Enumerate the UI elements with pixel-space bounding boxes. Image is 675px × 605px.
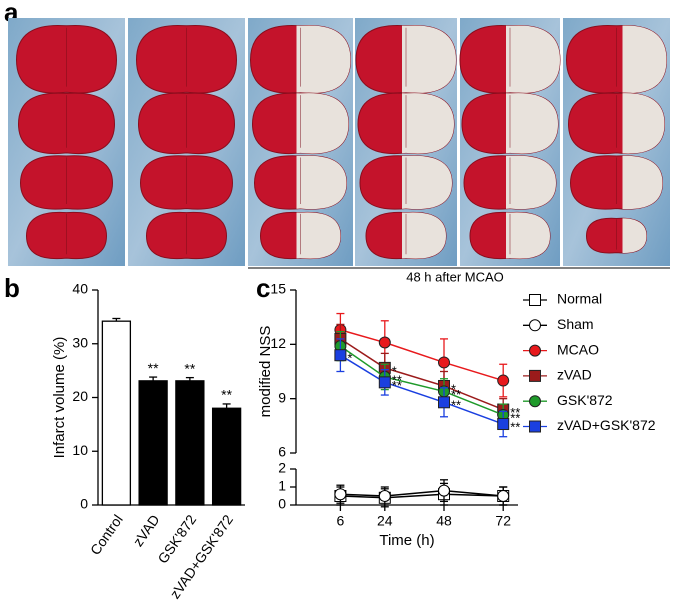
marker <box>438 396 450 409</box>
infarct-area <box>402 212 446 259</box>
infarct-area <box>506 93 558 154</box>
legend-marker <box>529 395 541 408</box>
y-tick-label: 30 <box>72 334 88 350</box>
infarct-area <box>402 25 456 94</box>
infarct-area <box>506 212 550 259</box>
column-label: zVAD+GSK'872 <box>570 1 664 16</box>
infarct-area <box>296 93 349 154</box>
caption: 48 h after MCAO <box>406 269 504 284</box>
marker <box>334 349 347 362</box>
legend-label: GSK'872 <box>557 392 613 408</box>
marker <box>497 374 510 387</box>
panel-label: b <box>4 273 20 303</box>
legend-marker <box>529 369 541 382</box>
x-tick-label: 6 <box>337 513 345 529</box>
y-tick-label: 1 <box>278 478 286 494</box>
significance: ** <box>392 378 402 393</box>
significance: ** <box>184 360 195 376</box>
x-tick-label: zVAD <box>130 512 163 550</box>
column-label: MCAO <box>281 1 321 16</box>
significance: ** <box>510 405 520 420</box>
legend-label: zVAD <box>557 367 592 383</box>
significance: ** <box>148 360 159 376</box>
series-line <box>339 345 504 416</box>
legend-marker <box>529 294 541 306</box>
x-axis-label: Time (h) <box>379 532 434 549</box>
marker <box>497 490 510 502</box>
significance: ** <box>451 387 461 402</box>
bar <box>101 320 132 506</box>
significance: * <box>451 381 456 396</box>
y-tick-label: 2 <box>278 460 286 476</box>
column-label: Normal <box>44 1 89 16</box>
infarct-area <box>402 155 452 210</box>
x-tick-label: Control <box>87 512 126 558</box>
legend-label: zVAD+GSK'872 <box>557 417 656 433</box>
marker <box>497 418 510 431</box>
y-tick-label: 15 <box>270 281 286 297</box>
series-line <box>339 338 504 411</box>
bar <box>211 407 242 506</box>
legend-marker <box>529 319 541 332</box>
marker <box>378 336 391 349</box>
y-tick-label: 0 <box>80 496 88 512</box>
y-tick-label: 12 <box>270 335 286 351</box>
infarct-area <box>296 25 351 94</box>
legend-marker <box>529 344 541 357</box>
marker <box>378 376 391 389</box>
legend-label: Normal <box>557 291 602 307</box>
y-tick-label: 10 <box>72 442 88 458</box>
marker <box>334 488 347 501</box>
bar <box>175 380 205 506</box>
column-label: Sham <box>169 1 204 16</box>
significance: ** <box>221 387 232 403</box>
y-axis-label: Infarct volume (%) <box>51 337 68 459</box>
x-tick-label: 48 <box>436 513 452 529</box>
significance: ** <box>510 410 520 425</box>
series-line <box>340 489 504 497</box>
infarct-area <box>296 155 347 210</box>
x-tick-label: 24 <box>377 513 393 529</box>
significance: * <box>347 351 352 366</box>
infarct-area <box>506 25 560 94</box>
y-tick-label: 40 <box>72 281 88 297</box>
legend-label: MCAO <box>557 341 599 357</box>
y-tick-label: 20 <box>72 388 88 404</box>
panel-label: c <box>256 273 270 303</box>
marker <box>378 490 391 502</box>
column-label: GSK'872 <box>484 1 537 16</box>
x-tick-label: 72 <box>495 513 511 529</box>
series-line <box>340 354 504 425</box>
significance: ** <box>392 372 402 387</box>
marker <box>438 356 450 369</box>
significance: * <box>392 363 397 378</box>
marker <box>438 484 450 497</box>
y-tick-label: 6 <box>278 444 286 460</box>
infarct-area <box>506 155 556 210</box>
legend-label: Sham <box>557 316 594 332</box>
y-tick-label: 0 <box>278 496 286 512</box>
legend-marker <box>529 420 541 433</box>
significance: ** <box>451 398 461 413</box>
significance: ** <box>510 419 520 434</box>
y-axis-label: modified NSS <box>257 326 274 418</box>
bar <box>138 380 168 506</box>
series-line <box>340 329 504 382</box>
infarct-area <box>296 212 341 259</box>
column-label: zVAD <box>390 1 423 16</box>
infarct-area <box>402 93 454 154</box>
y-tick-label: 9 <box>278 389 286 405</box>
series-line <box>340 493 504 499</box>
